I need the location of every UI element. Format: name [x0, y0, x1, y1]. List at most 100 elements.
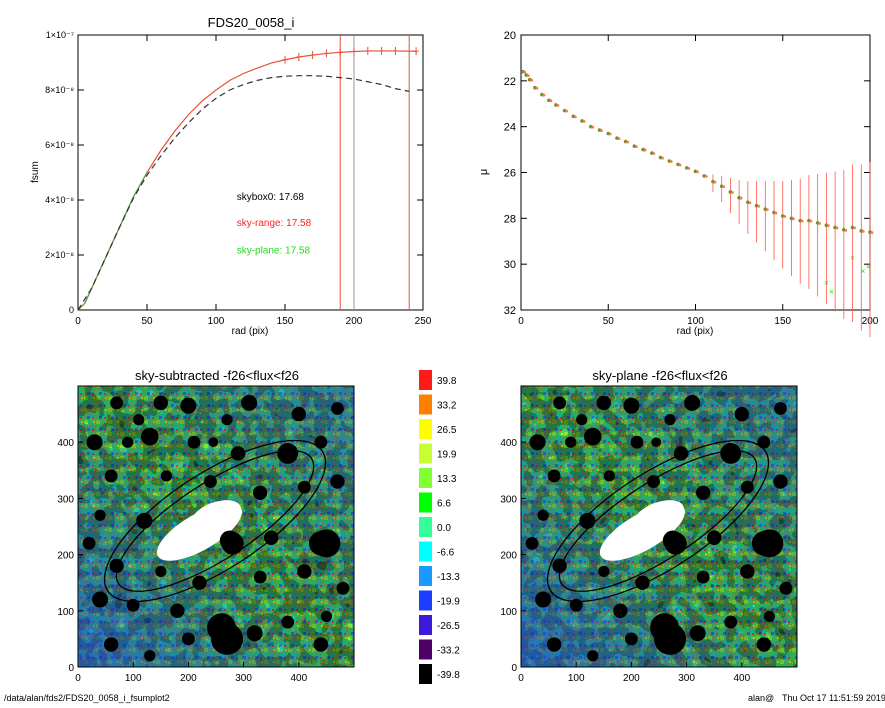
y-tick-label: 20	[504, 30, 516, 42]
outer-isophote-ellipse	[546, 439, 770, 603]
masked-star	[755, 529, 784, 558]
y-tick-label: 22	[504, 76, 516, 88]
masked-galaxy-core	[191, 500, 241, 531]
masked-star	[651, 437, 662, 448]
mu-point-alt	[696, 170, 699, 174]
mu-point-alt	[739, 196, 743, 200]
masked-star	[140, 427, 159, 446]
y-tick-label: 4×10⁻⁸	[45, 195, 74, 205]
colorbar-swatch	[419, 590, 432, 611]
mu-point-alt	[530, 78, 534, 82]
sky-plane-frame	[520, 385, 798, 668]
colorbar-swatch	[419, 419, 432, 439]
masked-star	[583, 427, 602, 446]
colorbar-swatch	[419, 639, 432, 660]
masked-star	[525, 536, 539, 550]
y-tick-label: 30	[504, 259, 516, 271]
sky-radius-markers	[339, 35, 410, 310]
masked-star	[779, 581, 793, 595]
x-tick-label: 150	[277, 316, 294, 327]
colorbar-swatch	[419, 517, 432, 537]
masked-galaxy-core	[634, 500, 684, 531]
masked-star	[103, 637, 119, 652]
masked-star	[187, 435, 201, 449]
x-tick-label: 100	[568, 673, 585, 684]
x-tick-label: 200	[180, 673, 197, 684]
y-tick-label: 32	[504, 305, 516, 317]
x-tick-label: 400	[290, 673, 307, 684]
masked-star	[598, 565, 610, 578]
fsum-series	[77, 46, 419, 311]
y-tick-label: 100	[57, 607, 74, 618]
masked-star	[208, 437, 219, 448]
masked-star	[291, 406, 306, 422]
y-tick-label: 400	[57, 438, 74, 449]
mu-point-alt	[626, 140, 630, 144]
mu-point-alt	[783, 215, 787, 218]
sky-subtracted-title: sky-subtracted -f26<flux<f26	[135, 368, 299, 383]
masked-star	[182, 632, 195, 646]
x-tick-label: 100	[208, 316, 225, 327]
colorbar-label: -33.2	[437, 646, 460, 657]
y-tick-label: 8×10⁻⁸	[45, 85, 74, 95]
masked-star	[180, 397, 197, 414]
x-tick-label: 0	[518, 673, 524, 684]
masked-star	[86, 434, 103, 451]
mu-point-alt	[687, 167, 691, 170]
annotation-0: skybox0: 17.68	[237, 192, 305, 203]
mu-point-alt	[765, 208, 769, 212]
masked-star	[253, 570, 267, 584]
x-tick-label: 300	[678, 673, 695, 684]
y-tick-label: 1×10⁻⁷	[46, 30, 74, 40]
masked-star	[330, 474, 345, 489]
colorbar-label: -6.6	[437, 548, 455, 559]
masked-star	[734, 406, 749, 422]
masked-star	[82, 536, 96, 550]
colorbar-label: 6.6	[437, 499, 451, 510]
y-tick-label: 0	[511, 663, 517, 674]
colorbar-swatch	[419, 566, 432, 586]
mu-point-alt	[652, 152, 656, 155]
footer-file-path: /data/alan/fds2/FDS20_0058_i_fsumplot2	[4, 693, 170, 703]
masked-star	[160, 470, 172, 482]
mu-point-alt	[809, 219, 813, 223]
x-tick-label: 150	[774, 316, 791, 327]
masked-star	[654, 622, 687, 655]
masked-star	[230, 446, 246, 461]
masked-star	[314, 435, 328, 449]
masked-star	[320, 610, 332, 623]
sky-annotations: skybox0: 17.68 sky-range: 17.58 sky-plane:…	[237, 192, 312, 257]
mu-series: ×××××	[520, 69, 874, 338]
masked-star	[155, 565, 167, 578]
x-tick-label: 0	[75, 316, 81, 327]
fsum-dashed-curve	[77, 75, 410, 311]
masked-star	[529, 434, 546, 451]
colorbar-label: 39.8	[437, 376, 457, 387]
masked-star	[662, 530, 683, 551]
masked-star	[144, 650, 156, 662]
masked-star	[122, 436, 134, 448]
fsum-inner-curve	[77, 172, 148, 311]
masked-star	[689, 625, 706, 642]
masked-star	[252, 485, 268, 500]
fsum-y-label: fsum	[30, 161, 41, 183]
masked-star	[153, 395, 168, 411]
mu-y-axis: 20 22 24 26 28 30 32	[504, 30, 870, 317]
mu-point-alt	[573, 115, 577, 119]
footer-user: alan@	[748, 693, 775, 703]
masked-star	[587, 650, 599, 662]
colorbar-swatch	[419, 664, 432, 684]
footer-timestamp: Thu Oct 17 11:51:59 2019	[782, 693, 885, 703]
mu-point-alt	[608, 132, 612, 136]
mu-outlier-point: ×	[861, 267, 866, 276]
masked-star	[695, 485, 711, 500]
colorbar-label: 0.0	[437, 523, 451, 534]
mu-point-alt	[870, 231, 874, 234]
colorbar-swatch	[419, 492, 432, 513]
masked-star	[774, 402, 787, 415]
masked-star	[553, 396, 567, 410]
colorbar-label: -19.9	[437, 597, 460, 608]
masked-star	[673, 446, 689, 461]
sky-plane-title: sky-plane -f26<flux<f26	[592, 368, 727, 383]
mu-point-alt	[853, 226, 856, 230]
